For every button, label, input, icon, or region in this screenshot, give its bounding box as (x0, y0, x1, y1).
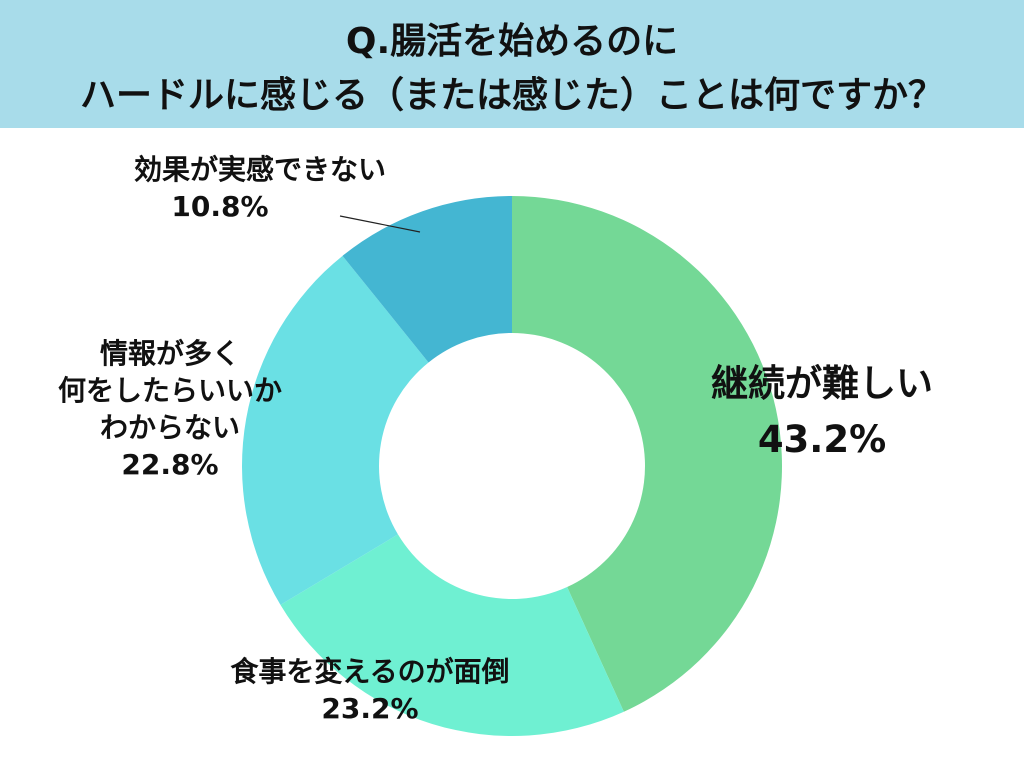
question-title-line-2: ハードルに感じる（または感じた）ことは何ですか？ (79, 75, 944, 116)
label-info-line3: わからない (99, 410, 240, 444)
label-info: 情報が多く 何をしたらいいか わからない 22.8% (20, 336, 320, 484)
label-food-value: 23.2% (321, 691, 419, 725)
label-effect-name: 効果が実感できない (133, 153, 386, 186)
label-info-value: 22.8% (121, 447, 219, 481)
donut-slices (242, 196, 782, 736)
label-continue-value: 43.2% (757, 417, 887, 461)
label-info-line2: 何をしたらいいか (57, 373, 282, 407)
label-food-name: 食事を変えるのが面倒 (230, 655, 510, 688)
label-continue: 継続が難しい 43.2% (672, 356, 972, 467)
label-continue-name: 継続が難しい (711, 362, 933, 405)
question-header: Q.腸活を始めるのに ハードルに感じる（または感じた）ことは何ですか？ (0, 0, 1024, 128)
label-effect: 効果が実感できない 10.8% (90, 152, 430, 226)
donut-slice (342, 196, 512, 363)
donut-slice (512, 196, 782, 712)
effect-leader-line (339, 215, 421, 233)
donut-slice (280, 534, 624, 736)
label-effect-value: 10.8% (171, 189, 269, 223)
label-info-line1: 情報が多く (99, 337, 240, 370)
donut-slice (242, 255, 429, 605)
label-food: 食事を変えるのが面倒 23.2% (160, 654, 580, 728)
question-title-line-1: Q.腸活を始めるのに (345, 21, 679, 62)
